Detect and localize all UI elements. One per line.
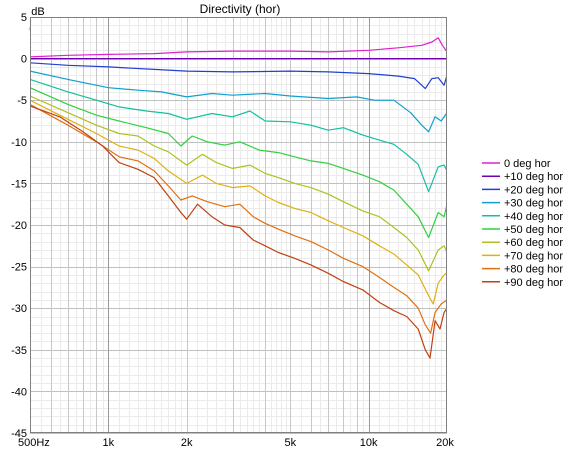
y-tick-label: 0 bbox=[21, 54, 27, 66]
y-tick-label: -45 bbox=[11, 428, 27, 440]
y-tick-label: -10 bbox=[11, 137, 27, 149]
x-tick-label: 1k bbox=[103, 437, 115, 449]
legend-label: +70 deg hor bbox=[504, 250, 563, 262]
series-line bbox=[30, 37, 447, 58]
series-lines bbox=[30, 37, 447, 359]
legend-label: +80 deg hor bbox=[504, 264, 563, 276]
series-line bbox=[30, 70, 447, 133]
y-axis-label: dB bbox=[31, 6, 44, 18]
series-line bbox=[30, 95, 447, 272]
x-tick-label: 10k bbox=[360, 437, 378, 449]
y-tick-label: 5 bbox=[21, 12, 27, 24]
y-tick-label: -15 bbox=[11, 178, 27, 190]
legend-label: +30 deg hor bbox=[504, 198, 563, 210]
x-tick-labels: 500Hz 1k 2k 5k 10k 20k bbox=[18, 437, 454, 449]
legend-label: +20 deg hor bbox=[504, 184, 563, 196]
y-tick-label: -30 bbox=[11, 303, 27, 315]
y-tick-labels: 5 0 -5 -10 -15 -20 -25 -30 -35 -40 -45 bbox=[11, 12, 27, 440]
legend-label: 0 deg hor bbox=[504, 158, 551, 170]
series-line bbox=[30, 105, 447, 359]
x-tick-label: 20k bbox=[436, 437, 454, 449]
legend-label: +50 deg hor bbox=[504, 224, 563, 236]
y-tick-label: -40 bbox=[11, 386, 27, 398]
series-line bbox=[30, 87, 447, 239]
y-tick-label: -5 bbox=[17, 95, 27, 107]
x-tick-label: 2k bbox=[181, 437, 193, 449]
y-tick-label: -20 bbox=[11, 220, 27, 232]
chart-title: Directivity (hor) bbox=[200, 2, 281, 16]
y-tick-label: -35 bbox=[11, 345, 27, 357]
legend: 0 deg hor+10 deg hor+20 deg hor +30 deg h… bbox=[482, 158, 563, 289]
series-line bbox=[30, 103, 447, 334]
series-line bbox=[30, 78, 447, 193]
plot-frame bbox=[30, 17, 447, 433]
legend-label: +60 deg hor bbox=[504, 237, 563, 249]
series-line bbox=[30, 99, 447, 305]
legend-label: +40 deg hor bbox=[504, 211, 563, 223]
x-tick-label: 500Hz bbox=[18, 437, 50, 449]
y-tick-label: -25 bbox=[11, 262, 27, 274]
legend-label: +10 deg hor bbox=[504, 171, 563, 183]
legend-label: +90 deg hor bbox=[504, 277, 563, 289]
series-line bbox=[30, 62, 447, 90]
x-tick-label: 5k bbox=[284, 437, 296, 449]
